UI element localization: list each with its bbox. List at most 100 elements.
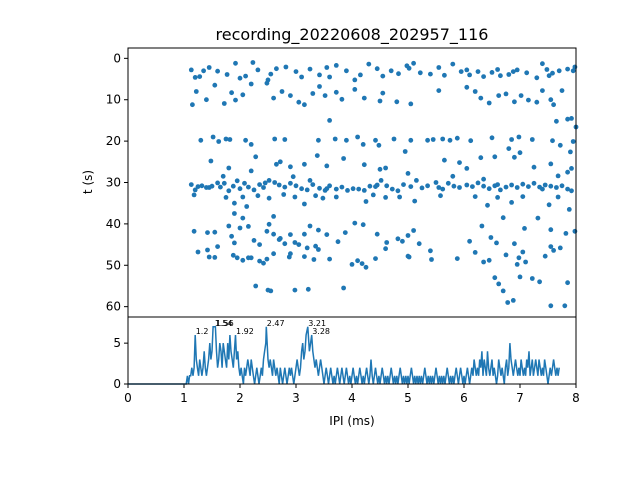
raster-point: [512, 99, 517, 105]
raster-point: [204, 97, 209, 103]
raster-point: [233, 60, 238, 66]
raster-point: [486, 186, 492, 192]
raster-point: [517, 274, 523, 280]
histogram-x-ticks: 0 1 2 3 4 5 6 7 8: [124, 384, 580, 405]
raster-point: [327, 74, 332, 80]
raster-point: [472, 250, 478, 255]
raster-point: [360, 222, 366, 228]
raster-point: [264, 256, 270, 262]
raster-point: [395, 188, 401, 194]
raster-point: [380, 90, 386, 96]
raster-point: [220, 173, 226, 179]
raster-point: [188, 182, 194, 188]
raster-point: [272, 136, 278, 142]
raster-point: [481, 176, 486, 182]
raster-point: [548, 97, 554, 103]
raster-point: [335, 239, 341, 245]
raster-point: [405, 233, 411, 238]
raster-point: [293, 183, 299, 189]
histogram-x-tick-label: 8: [572, 391, 580, 405]
raster-point: [380, 73, 386, 79]
raster-point: [363, 264, 369, 270]
raster-point: [232, 211, 237, 216]
raster-point: [378, 178, 384, 183]
raster-point: [237, 75, 243, 81]
raster-point: [520, 181, 526, 187]
raster-point: [255, 193, 261, 199]
raster-point: [322, 93, 328, 98]
raster-point: [526, 97, 531, 103]
raster-y-tick-label: 40: [106, 217, 121, 231]
raster-point: [408, 101, 414, 107]
raster-point: [195, 184, 201, 190]
histogram-y-ticks: 05: [113, 336, 128, 391]
raster-point: [454, 135, 460, 141]
raster-point: [277, 159, 283, 165]
raster-point: [373, 137, 378, 143]
raster-point: [548, 244, 554, 250]
raster-point: [227, 137, 233, 142]
raster-point: [250, 60, 256, 65]
raster-point: [551, 248, 556, 253]
raster-point: [400, 238, 405, 244]
raster-point: [559, 183, 565, 189]
raster-point: [509, 200, 514, 205]
raster-point: [405, 253, 411, 259]
raster-point: [266, 195, 272, 201]
raster-point: [565, 66, 570, 72]
raster-point: [262, 180, 268, 186]
histogram-x-tick-label: 1: [180, 391, 188, 405]
raster-point: [550, 70, 555, 76]
raster-point: [510, 69, 516, 74]
raster-point: [475, 69, 481, 74]
raster-point: [383, 246, 388, 252]
raster-point: [447, 137, 453, 143]
raster-point: [296, 242, 302, 248]
raster-point: [429, 257, 434, 262]
raster-point: [550, 138, 555, 144]
histogram-x-tick-label: 0: [124, 391, 132, 405]
raster-point: [313, 193, 318, 199]
raster-point: [216, 139, 222, 144]
raster-point: [425, 183, 430, 189]
raster-point: [240, 92, 246, 98]
raster-point: [361, 95, 367, 101]
raster-point: [546, 73, 552, 79]
raster-point: [292, 240, 298, 245]
raster-point: [394, 99, 400, 105]
raster-point: [374, 231, 380, 237]
raster-point: [548, 161, 554, 167]
raster-point: [470, 184, 475, 190]
raster-point: [317, 185, 322, 191]
raster-point: [565, 280, 570, 286]
raster-point: [478, 95, 484, 101]
raster-point: [271, 251, 276, 257]
raster-point: [302, 161, 307, 167]
raster-point: [534, 75, 540, 81]
raster-point: [467, 238, 472, 244]
raster-point: [376, 142, 382, 148]
raster-point: [230, 252, 236, 258]
raster-point: [296, 99, 302, 105]
raster-point: [548, 303, 554, 309]
raster-point: [498, 187, 503, 193]
raster-point: [253, 283, 259, 289]
raster-point: [288, 232, 293, 238]
raster-point: [510, 298, 516, 303]
raster-point: [205, 247, 210, 253]
raster-point: [397, 194, 402, 200]
raster-point: [570, 139, 576, 144]
raster-point: [332, 136, 338, 142]
raster-point: [531, 164, 537, 170]
raster-point: [417, 70, 423, 76]
raster-point: [352, 220, 358, 226]
raster-point: [481, 74, 486, 79]
peak-label: 1.92: [236, 327, 254, 336]
raster-point: [367, 183, 373, 189]
raster-point: [496, 93, 502, 98]
raster-point: [234, 255, 240, 261]
raster-point: [327, 118, 332, 123]
raster-point: [395, 236, 401, 242]
raster-point: [302, 254, 307, 259]
raster-point: [566, 207, 572, 212]
